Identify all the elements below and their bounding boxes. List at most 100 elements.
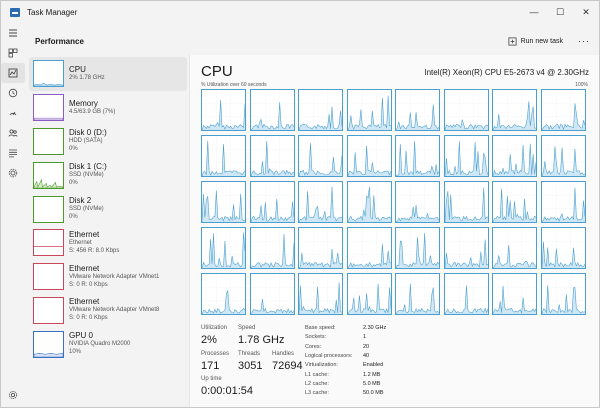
ethernet3-thumbnail — [33, 296, 64, 324]
logical-processor-graph — [298, 135, 343, 177]
spec-value: 1.2 MB — [363, 371, 381, 378]
run-new-task-label: Run new task — [520, 37, 563, 45]
device-detail: NVIDIA Quadro M2000 — [69, 341, 131, 348]
logical-processor-graph — [492, 227, 537, 269]
device-detail: 2% 1.78 GHz — [69, 74, 105, 81]
page-title: Performance — [35, 36, 84, 46]
logical-processor-graph — [443, 181, 489, 223]
more-options-button[interactable]: ··· — [578, 36, 590, 46]
run-task-icon — [508, 37, 517, 45]
device-name: Memory — [69, 98, 98, 108]
performance-icon[interactable] — [1, 63, 25, 83]
device-disk-0[interactable]: Disk 0 (D:) HDD (SATA) 0% — [29, 125, 187, 159]
logical-processor-graph — [201, 89, 246, 131]
logical-processor-graph — [346, 135, 392, 177]
logical-processor-graph — [395, 89, 440, 131]
logical-processor-graph — [492, 89, 537, 131]
cpu-model-name: Intel(R) Xeon(R) CPU E5-2673 v4 @ 2.30GH… — [424, 68, 589, 77]
utilization-value: 2% — [201, 334, 217, 346]
device-disk-2[interactable]: Disk 2 SSD (NVMe) 0% — [29, 192, 187, 226]
device-ethernet-2[interactable]: Ethernet VMware Network Adapter VMnet1 S… — [29, 260, 187, 294]
device-name: CPU — [69, 64, 86, 74]
device-detail: VMware Network Adapter VMnet1 — [69, 273, 160, 280]
logical-processor-graph — [249, 227, 295, 269]
device-cpu[interactable]: CPU 2% 1.78 GHz — [29, 57, 187, 91]
device-ethernet-3[interactable]: Ethernet VMware Network Adapter VMnet8 S… — [29, 294, 187, 328]
spec-label: L2 cache: — [305, 380, 329, 387]
logical-processor-graphs — [201, 89, 589, 315]
device-name: Ethernet — [69, 229, 100, 239]
device-usage: S: 0 R: 0 Kbps — [69, 281, 108, 288]
logical-processor-graph — [249, 273, 295, 315]
history-icon[interactable] — [1, 83, 25, 103]
device-usage: 0% — [69, 180, 78, 187]
device-detail: Ethernet — [69, 239, 92, 246]
device-gpu-0[interactable]: GPU 0 NVIDIA Quadro M2000 10% — [29, 327, 187, 361]
device-list: CPU 2% 1.78 GHz Memory 4.5/63.9 GB (7%) … — [29, 57, 187, 407]
device-memory[interactable]: Memory 4.5/63.9 GB (7%) — [29, 91, 187, 125]
maximize-button[interactable]: ☐ — [555, 6, 565, 17]
threads-value: 3051 — [238, 360, 263, 372]
startup-icon[interactable] — [1, 103, 25, 123]
device-usage: S: 0 R: 0 Kbps — [69, 315, 108, 322]
minimize-button[interactable]: — — [529, 7, 539, 17]
device-detail: HDD (SATA) — [69, 138, 103, 145]
device-usage: S: 456 R: 8.0 Kbps — [69, 247, 120, 254]
device-disk-1[interactable]: Disk 1 (C:) SSD (NVMe) 0% — [29, 158, 187, 192]
window-title: Task Manager — [27, 7, 78, 17]
spec-value: 20 — [363, 343, 370, 350]
device-name: GPU 0 — [69, 331, 94, 341]
settings-icon[interactable] — [1, 385, 25, 405]
details-icon[interactable] — [1, 143, 25, 163]
utilization-max-label: 100% — [575, 82, 588, 88]
utilization-label: Utilization — [201, 325, 228, 331]
logical-processor-graph — [492, 181, 537, 223]
logical-processor-graph — [201, 227, 246, 269]
spec-value: 50.0 MB — [363, 390, 384, 397]
logical-processor-graph — [492, 273, 537, 315]
spec-label: L1 cache: — [305, 371, 329, 378]
logical-processor-graph — [346, 89, 392, 131]
logical-processor-graph — [395, 181, 440, 223]
run-new-task-button[interactable]: Run new task — [508, 37, 563, 46]
navigation-rail — [1, 23, 25, 407]
device-name: Disk 2 — [69, 196, 92, 206]
logical-processor-graph — [443, 273, 489, 315]
services-icon[interactable] — [1, 163, 25, 183]
logical-processor-graph — [201, 135, 246, 177]
header-bar: Performance Run new task ··· — [25, 29, 599, 53]
device-detail: SSD (NVMe) — [69, 206, 104, 213]
device-name: Ethernet — [69, 263, 100, 273]
spec-label: Logical processors: — [305, 352, 353, 359]
spec-label: Virtualization: — [305, 362, 338, 369]
disk1-thumbnail — [33, 161, 64, 189]
logical-processor-graph — [298, 89, 343, 131]
utilization-caption: % Utilization over 60 seconds — [201, 82, 267, 88]
gpu-thumbnail — [33, 330, 64, 358]
logical-processor-graph — [443, 89, 489, 131]
logical-processor-graph — [540, 135, 586, 177]
spec-value: 40 — [363, 352, 370, 359]
performance-panel: CPU Intel(R) Xeon(R) CPU E5-2673 v4 @ 2.… — [189, 55, 599, 407]
processes-icon[interactable] — [1, 43, 25, 63]
hamburger-icon[interactable] — [1, 23, 25, 43]
logical-processor-graph — [346, 227, 392, 269]
handles-label: Handles — [272, 351, 295, 357]
logical-processor-graph — [201, 273, 246, 315]
logical-processor-graph — [540, 273, 586, 315]
speed-label: Speed — [238, 325, 256, 331]
logical-processor-graph — [540, 227, 586, 269]
memory-thumbnail — [33, 94, 64, 122]
device-ethernet-1[interactable]: Ethernet Ethernet S: 456 R: 8.0 Kbps — [29, 226, 187, 260]
uptime-value: 0:00:01:54 — [201, 385, 253, 397]
cpu-thumbnail — [33, 60, 64, 88]
threads-label: Threads — [238, 351, 261, 357]
logical-processor-graph — [346, 181, 392, 223]
logical-processor-graph — [492, 135, 537, 177]
handles-value: 72694 — [272, 360, 303, 372]
close-button[interactable]: ✕ — [582, 6, 590, 17]
users-icon[interactable] — [1, 123, 25, 143]
spec-label: Base speed: — [305, 325, 336, 331]
device-name: Ethernet — [69, 297, 100, 307]
